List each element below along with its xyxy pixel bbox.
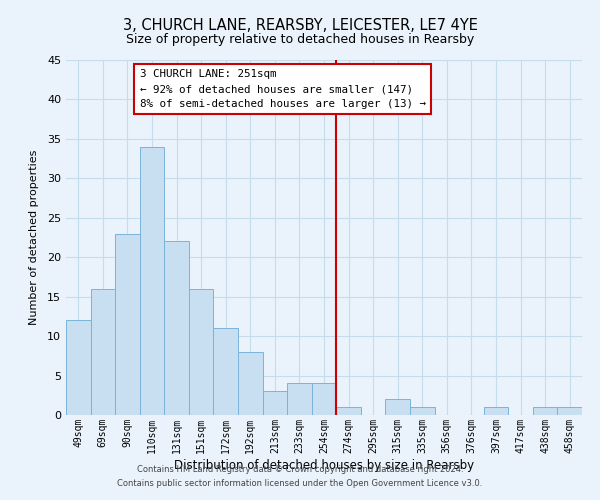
Bar	[336, 407, 361, 415]
Bar	[140, 147, 164, 415]
Text: Contains HM Land Registry data © Crown copyright and database right 2024.
Contai: Contains HM Land Registry data © Crown c…	[118, 466, 482, 487]
Bar	[385, 399, 410, 415]
Text: Size of property relative to detached houses in Rearsby: Size of property relative to detached ho…	[126, 32, 474, 46]
Bar	[312, 384, 336, 415]
Bar	[164, 242, 189, 415]
Bar	[410, 407, 434, 415]
Bar	[189, 289, 214, 415]
Bar	[533, 407, 557, 415]
Bar	[214, 328, 238, 415]
Y-axis label: Number of detached properties: Number of detached properties	[29, 150, 38, 325]
X-axis label: Distribution of detached houses by size in Rearsby: Distribution of detached houses by size …	[174, 458, 474, 471]
Bar	[287, 384, 312, 415]
Bar	[484, 407, 508, 415]
Bar	[263, 392, 287, 415]
Bar	[91, 289, 115, 415]
Bar	[115, 234, 140, 415]
Bar	[66, 320, 91, 415]
Bar	[557, 407, 582, 415]
Text: 3 CHURCH LANE: 251sqm
← 92% of detached houses are smaller (147)
8% of semi-deta: 3 CHURCH LANE: 251sqm ← 92% of detached …	[140, 70, 426, 109]
Text: 3, CHURCH LANE, REARSBY, LEICESTER, LE7 4YE: 3, CHURCH LANE, REARSBY, LEICESTER, LE7 …	[122, 18, 478, 32]
Bar	[238, 352, 263, 415]
